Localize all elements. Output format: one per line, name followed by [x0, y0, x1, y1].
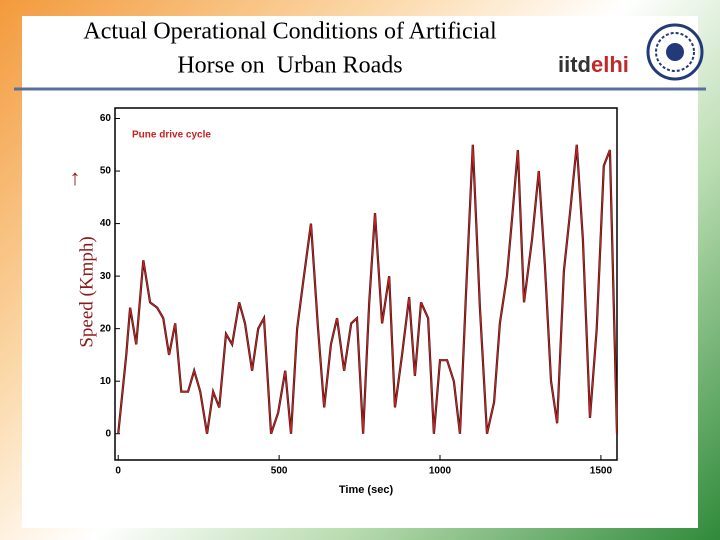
- y-tick-label: 10: [100, 376, 112, 387]
- title-line: Actual Operational Conditions of Artific…: [83, 19, 497, 45]
- speed-line: [117, 144, 618, 434]
- y-tick-label: 0: [105, 428, 111, 439]
- x-tick-label: 500: [271, 466, 288, 477]
- y-tick-label: 30: [100, 271, 112, 282]
- x-tick-label: 0: [115, 466, 121, 477]
- slide-body: [22, 16, 698, 528]
- y-tick-label: 50: [100, 166, 112, 177]
- title-line: Horse on Urban Roads: [177, 53, 402, 79]
- y-tick-label: 60: [100, 113, 112, 124]
- plot-frame: [114, 107, 618, 461]
- x-tick-label: 1000: [429, 466, 452, 477]
- x-tick-label: 1500: [590, 466, 613, 477]
- logo-text: iitdelhi: [558, 52, 629, 77]
- y-axis-label: Speed (Kmph): [76, 236, 97, 347]
- x-axis-label: Time (sec): [339, 484, 394, 496]
- logo-part: iitd: [558, 52, 591, 77]
- emblem: [646, 23, 704, 81]
- logo-part: elhi: [591, 52, 629, 77]
- y-tick-label: 20: [100, 323, 112, 334]
- legend-label: Pune drive cycle: [132, 130, 211, 141]
- y-arrow: ↑: [70, 165, 81, 190]
- y-tick-label: 40: [100, 218, 112, 229]
